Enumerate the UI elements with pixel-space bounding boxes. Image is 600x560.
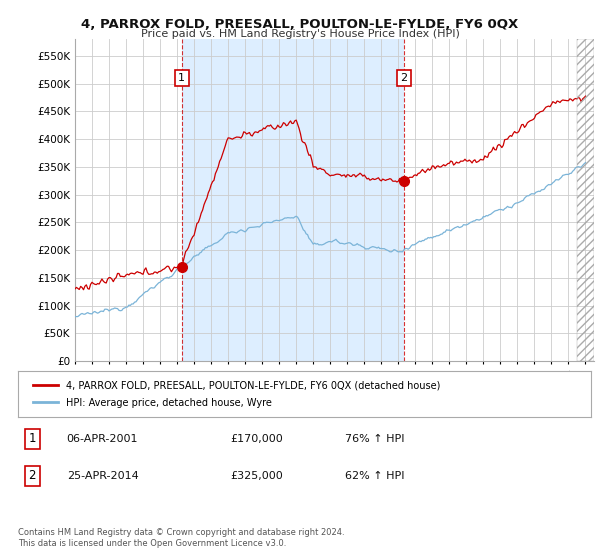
Bar [577, 39, 594, 361]
Legend: 4, PARROX FOLD, PREESALL, POULTON-LE-FYLDE, FY6 0QX (detached house), HPI: Avera: 4, PARROX FOLD, PREESALL, POULTON-LE-FYL… [29, 376, 445, 413]
Text: 25-APR-2014: 25-APR-2014 [67, 470, 139, 480]
Text: 76% ↑ HPI: 76% ↑ HPI [344, 434, 404, 444]
Text: 2: 2 [400, 73, 407, 83]
Text: 62% ↑ HPI: 62% ↑ HPI [344, 470, 404, 480]
Text: 06-APR-2001: 06-APR-2001 [67, 434, 138, 444]
Text: 1: 1 [178, 73, 185, 83]
Bar [182, 39, 404, 361]
Text: £325,000: £325,000 [230, 470, 283, 480]
Text: £170,000: £170,000 [230, 434, 283, 444]
Text: Contains HM Land Registry data © Crown copyright and database right 2024.
This d: Contains HM Land Registry data © Crown c… [18, 528, 344, 548]
Text: 1: 1 [29, 432, 36, 445]
Text: 2: 2 [29, 469, 36, 482]
Text: Price paid vs. HM Land Registry's House Price Index (HPI): Price paid vs. HM Land Registry's House … [140, 29, 460, 39]
Text: 4, PARROX FOLD, PREESALL, POULTON-LE-FYLDE, FY6 0QX: 4, PARROX FOLD, PREESALL, POULTON-LE-FYL… [82, 18, 518, 31]
